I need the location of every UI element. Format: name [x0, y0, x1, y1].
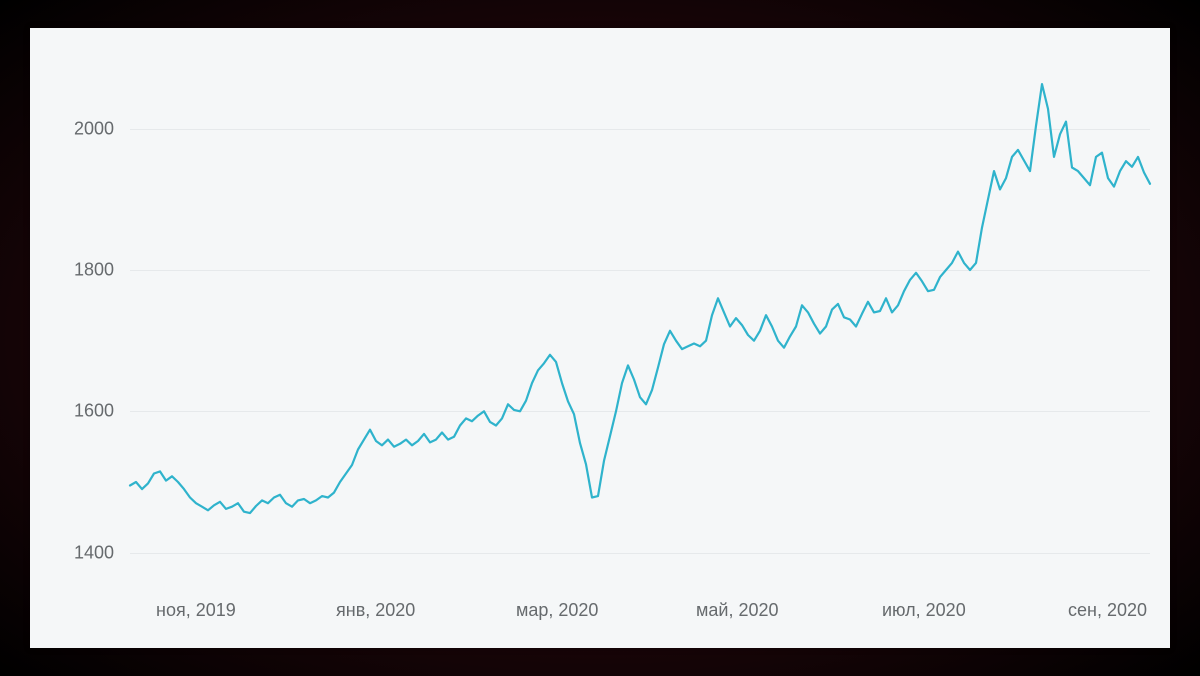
x-tick-label: сен, 2020	[1068, 588, 1147, 621]
y-tick-label: 1800	[74, 260, 130, 281]
plot-area: 1400160018002000ноя, 2019янв, 2020мар, 2…	[130, 58, 1150, 588]
x-tick-label: ноя, 2019	[156, 588, 236, 621]
x-tick-label: май, 2020	[696, 588, 779, 621]
price-chart: 1400 1600 1800 2000 ноя, 2019 янв, 2020 мар, 2…	[30, 28, 1170, 648]
y-tick-label: 2000	[74, 118, 130, 139]
x-tick-label: янв, 2020	[336, 588, 415, 621]
x-tick-label: мар, 2020	[516, 588, 598, 621]
y-tick-label: 1400	[74, 542, 130, 563]
price-line	[130, 58, 1150, 588]
x-tick-label: июл, 2020	[882, 588, 966, 621]
y-tick-label: 1600	[74, 401, 130, 422]
